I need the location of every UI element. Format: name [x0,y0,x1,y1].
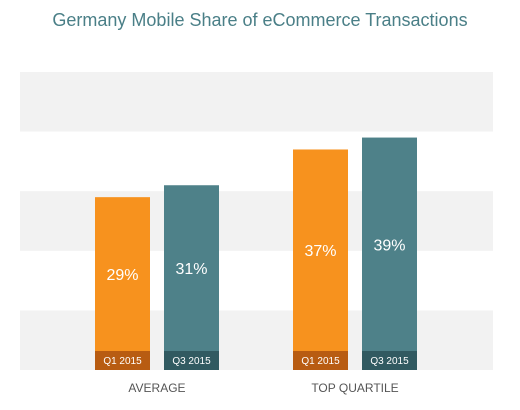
data-label: 37% [304,243,336,260]
series-label: Q1 2015 [301,356,340,367]
series-label: Q3 2015 [172,356,211,367]
bar-series-badge [293,351,348,370]
series-label: Q3 2015 [370,356,409,367]
category-label: TOP QUARTILE [311,381,398,395]
data-label: 31% [175,261,207,278]
bar-series-badge [362,351,417,370]
grid-band [20,72,493,132]
data-label: 39% [373,237,405,254]
grid-band [20,191,493,251]
series-label: Q1 2015 [103,356,142,367]
bar-series-badge [95,351,150,370]
grid-band [20,310,493,370]
chart-title: Germany Mobile Share of eCommerce Transa… [52,10,468,30]
bar-series-badge [164,351,219,370]
bar [362,137,417,370]
bar [293,149,348,370]
bar [95,197,150,370]
category-label: AVERAGE [128,381,185,395]
bar [164,185,219,370]
data-label: 29% [106,267,138,284]
